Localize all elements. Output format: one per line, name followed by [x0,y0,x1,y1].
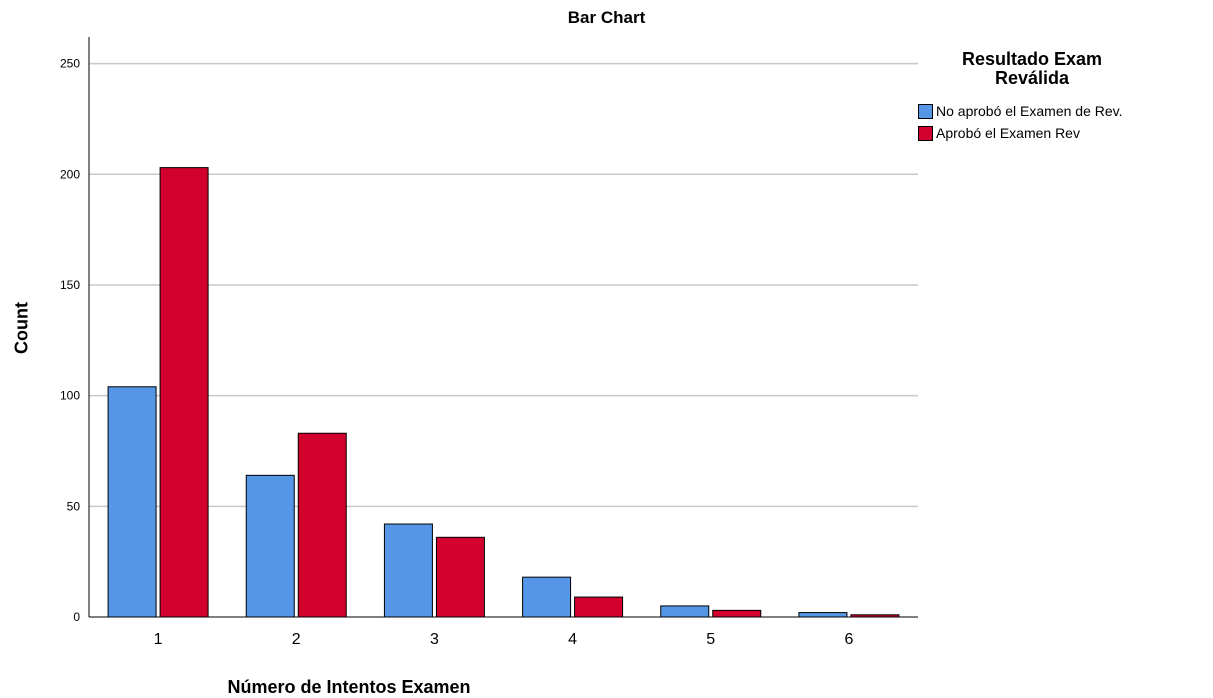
y-axis-label: Count [12,302,33,354]
bar-series-1-cat-6 [799,613,847,617]
legend: Resultado Exam Reválida No aprobó el Exa… [918,50,1208,144]
legend-label-aprobo: Aprobó el Examen Rev [936,125,1080,141]
x-axis-label: Número de Intentos Examen [149,677,549,698]
chart-title: Bar Chart [0,8,1213,28]
bar-series-1-cat-4 [523,577,571,617]
y-tick-label-100: 100 [60,389,80,403]
x-tick-label-3: 3 [430,631,439,648]
bar-series-1-cat-3 [384,524,432,617]
y-tick-label-150: 150 [60,278,80,292]
y-tick-label-200: 200 [60,167,80,181]
gridlines [89,64,918,507]
legend-title: Resultado Exam Reválida [920,50,1144,88]
bar-series-2-cat-5 [713,610,761,617]
bar-series-1-cat-2 [246,475,294,617]
x-tick-label-1: 1 [154,631,163,648]
legend-title-line-1: Resultado Exam [920,50,1144,69]
x-tick-label-4: 4 [568,631,577,648]
y-tick-label-0: 0 [73,610,80,624]
y-tick-label-250: 250 [60,57,80,71]
bar-series-2-cat-1 [160,168,208,617]
x-tick-label-2: 2 [292,631,301,648]
legend-item-no-aprobo: No aprobó el Examen de Rev. [918,100,1208,122]
axes [89,37,918,617]
legend-swatch-aprobo [918,126,933,141]
bar-series-2-cat-3 [436,537,484,617]
x-tick-label-5: 5 [706,631,715,648]
legend-item-aprobo: Aprobó el Examen Rev [918,122,1208,144]
bar-series-2-cat-4 [575,597,623,617]
bar-series-1-cat-5 [661,606,709,617]
bar-series-1-cat-1 [108,387,156,617]
legend-label-no-aprobo: No aprobó el Examen de Rev. [936,103,1123,119]
legend-swatch-no-aprobo [918,104,933,119]
legend-title-line-2: Reválida [920,69,1144,88]
bar-series-2-cat-2 [298,433,346,617]
y-tick-label-50: 50 [67,499,81,513]
bars [108,168,899,617]
x-tick-label-6: 6 [844,631,853,648]
